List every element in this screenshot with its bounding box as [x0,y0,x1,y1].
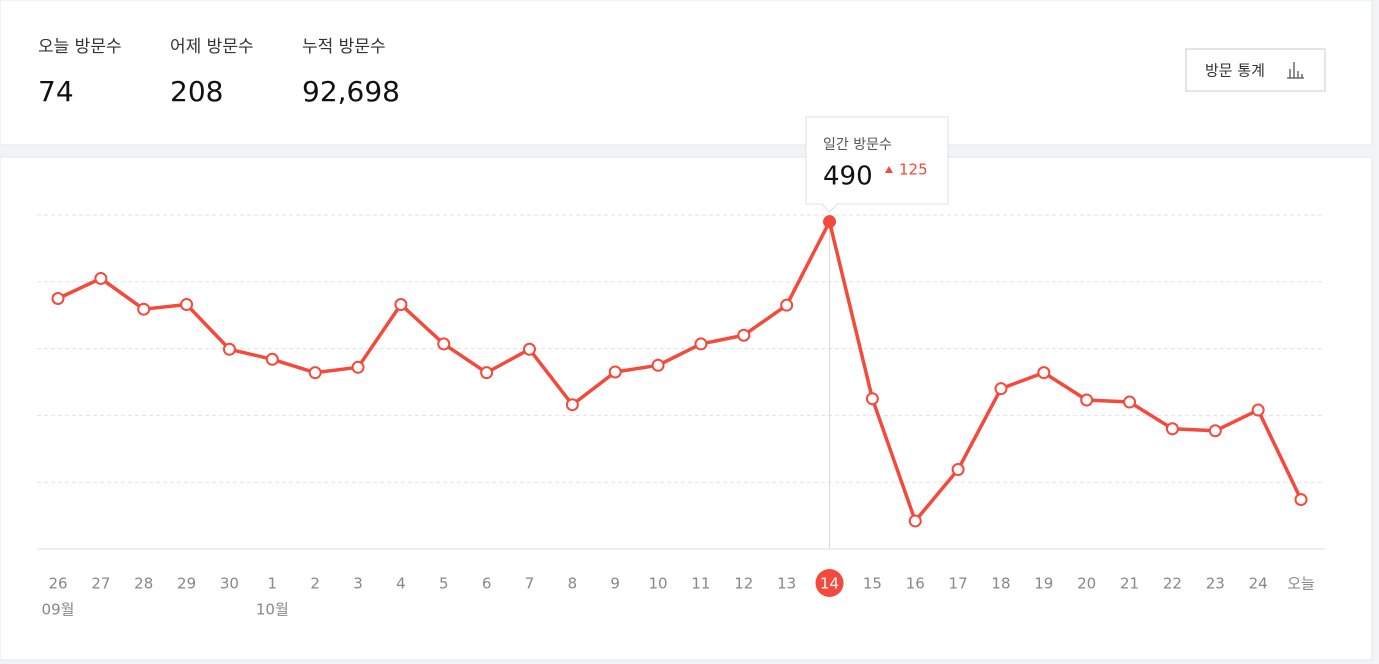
x-tick-label: 2 [310,575,320,593]
stat-value: 74 [38,75,74,108]
point [308,366,322,380]
point [437,337,451,351]
selected-label-bg [815,569,844,597]
point [565,398,579,412]
point [780,298,794,312]
stat-label: 오늘 방문수 [38,37,122,57]
point [351,360,365,374]
point [1165,422,1179,436]
point [1123,395,1137,409]
chart-card [0,156,1373,661]
point [608,365,622,379]
tooltip-title: 일간 방문수 [823,137,892,153]
point [694,337,708,351]
x-tick-label: 1 [268,575,278,593]
x-tick-label: 8 [568,575,578,593]
x-tick-label: 22 [1163,575,1182,593]
summary-card [0,0,1373,146]
point [737,328,751,342]
tooltip-box [805,116,949,213]
point [222,342,236,356]
tooltip-value: 490 [823,162,873,192]
point [1251,403,1265,417]
x-tick-label: 13 [777,575,796,593]
point [651,358,665,372]
x-tick-label: 28 [134,575,153,593]
x-tick-label: 7 [525,575,535,593]
point [137,302,151,316]
bar-icon [1287,62,1304,79]
tooltip-delta: 125 [899,161,928,179]
point [1080,393,1094,407]
x-tick-label: 30 [220,575,239,593]
x-tick-label: 9 [610,575,620,593]
x-tick-label: 5 [439,575,449,593]
point [865,392,879,406]
point [394,298,408,312]
stat-value: 92,698 [302,75,400,108]
stat-label: 누적 방문수 [302,37,386,57]
x-tick-label: 24 [1249,575,1268,593]
point [908,514,922,528]
point [480,366,494,380]
point [180,298,194,312]
stat-value: 208 [170,75,223,108]
line [57,219,1303,523]
stat-label: 어제 방문수 [170,37,254,57]
x-tick-label: 10 [649,575,668,593]
x-tick-label: 6 [482,575,492,593]
stats-button-label[interactable]: 방문 통계 [1205,62,1265,80]
x-tick-label: 29 [177,575,196,593]
x-tick-label: 19 [1034,575,1053,593]
x-tick-label: 27 [91,575,110,593]
point [1208,424,1222,438]
month-label: 09월 [42,601,75,619]
x-tick-label: 15 [863,575,882,593]
month-label: 10월 [256,601,289,619]
x-tick-label: 21 [1120,575,1139,593]
x-tick-label: 18 [991,575,1010,593]
x-tick-label: 3 [353,575,363,593]
x-tick-label: 16 [906,575,925,593]
x-tick-label: 17 [949,575,968,593]
x-tick-label: 12 [734,575,753,593]
point [522,342,536,356]
point [1294,493,1308,507]
x-tick-label: 20 [1077,575,1096,593]
x-tick-label: 4 [396,575,406,593]
point [51,292,65,305]
up-arrow [885,166,893,173]
point [265,352,279,366]
point [823,215,837,229]
point [994,382,1008,396]
x-tick-label: 23 [1206,575,1225,593]
x-tick-label: 14 [820,575,839,593]
stats-button[interactable] [1185,48,1326,92]
x-tick-label: 오늘 [1287,575,1315,593]
point [951,463,965,477]
point [1037,366,1051,380]
x-tick-label: 26 [48,575,67,593]
point [94,271,108,285]
x-tick-label: 11 [691,575,710,593]
